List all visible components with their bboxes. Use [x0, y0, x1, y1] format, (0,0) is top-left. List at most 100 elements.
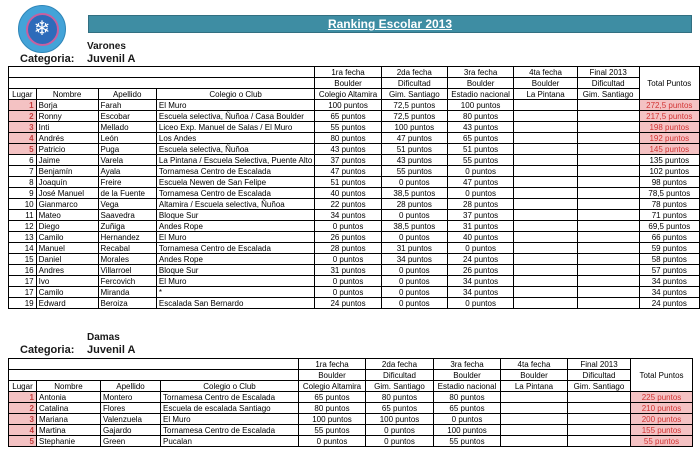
points-cell: 100 puntos	[380, 121, 448, 133]
points-cell: 37 puntos	[314, 154, 382, 166]
lugar-cell: 1	[8, 99, 37, 111]
column-header-nombre: Nombre	[36, 380, 101, 392]
points-cell: 55 puntos	[433, 435, 501, 447]
discipline-header: Boulder	[446, 77, 515, 89]
club-cell: Liceo Exp. Manuel de Salas / El Muro	[155, 121, 316, 133]
lugar-cell: 14	[8, 242, 37, 254]
points-cell: 43 puntos	[314, 143, 382, 155]
lugar-cell: 4	[8, 424, 37, 436]
club-cell: Tornamesa Centro de Escalada	[155, 242, 316, 254]
lugar-cell: 1	[8, 391, 37, 403]
points-cell: 26 puntos	[446, 264, 515, 276]
header-spacer	[8, 358, 299, 370]
points-cell	[513, 209, 578, 221]
points-cell	[576, 176, 640, 188]
total-cell: 34 puntos	[638, 275, 700, 287]
venue-header: La Pintana	[513, 88, 578, 100]
column-header-apellido: Apellido	[100, 380, 161, 392]
points-cell	[567, 413, 631, 425]
discipline-header: Dificultad	[567, 369, 631, 381]
table-row: 6 Jaime Varela La Pintana / Escuela Selecti…	[8, 154, 700, 166]
apellido-cell: Gajardo	[100, 424, 161, 436]
points-cell: 0 puntos	[314, 253, 382, 265]
venue-header: Gim. Santiago	[365, 380, 434, 392]
points-cell: 43 puntos	[446, 121, 515, 133]
discipline-header: Boulder	[433, 369, 501, 381]
nombre-cell: Jaime	[35, 154, 99, 166]
venue-header: Gim. Santiago	[380, 88, 448, 100]
points-cell: 0 puntos	[380, 209, 448, 221]
apellido-cell: Hernandez	[97, 231, 157, 243]
points-cell: 65 puntos	[446, 132, 515, 144]
points-cell: 31 puntos	[446, 220, 515, 232]
points-cell	[576, 286, 640, 298]
club-cell: Bloque Sur	[155, 264, 316, 276]
club-cell: El Muro	[155, 275, 316, 287]
points-cell: 0 puntos	[380, 297, 448, 309]
points-cell: 100 puntos	[433, 424, 501, 436]
venue-header-row: Lugar Nombre Apellido Colegio o Club Col…	[8, 380, 693, 392]
table-row: 1 Borja Farah El Muro 100 puntos 72,5 puntos 1…	[8, 99, 700, 111]
total-cell: 69,5 puntos	[638, 220, 700, 232]
points-cell	[513, 242, 578, 254]
points-cell: 22 puntos	[314, 198, 382, 210]
points-cell: 80 puntos	[365, 391, 434, 403]
header-spacer	[7, 77, 316, 89]
points-cell	[567, 391, 631, 403]
points-cell: 0 puntos	[380, 286, 448, 298]
snowflake-icon: ❄	[33, 18, 51, 40]
total-cell: 272,5 puntos	[638, 99, 700, 111]
fecha-header-row: 1ra fecha 2da fecha 3ra fecha 4ta fecha …	[7, 66, 700, 100]
points-cell	[576, 143, 640, 155]
points-cell	[576, 231, 640, 243]
apellido-cell: Varela	[97, 154, 157, 166]
apellido-cell: Mellado	[97, 121, 157, 133]
venue-header: Gim. Santiago	[576, 88, 640, 100]
lugar-cell: 12	[8, 220, 37, 232]
table-row: 17 Camilo Miranda * 0 puntos 0 puntos 34 punto…	[8, 286, 700, 298]
venue-header: Colegio Altamira	[314, 88, 382, 100]
points-cell: 72,5 puntos	[380, 99, 448, 111]
points-cell: 0 puntos	[314, 220, 382, 232]
lugar-cell: 3	[8, 413, 37, 425]
table-row: 15 Daniel Morales Andes Rope 0 puntos 34 punt…	[8, 253, 700, 265]
total-puntos-header: Total Puntos	[630, 358, 693, 392]
points-cell: 65 puntos	[365, 402, 434, 414]
discipline-header: Boulder	[500, 369, 568, 381]
nombre-cell: Camilo	[35, 286, 99, 298]
points-cell: 100 puntos	[365, 413, 434, 425]
nombre-cell: Andrés	[35, 132, 99, 144]
total-cell: 192 puntos	[638, 132, 700, 144]
fecha-header: 1ra fecha	[298, 358, 366, 370]
total-cell: 71 puntos	[638, 209, 700, 221]
club-cell: Escuela selectiva, Ñuñoa / Casa Boulder	[155, 110, 316, 122]
points-cell	[513, 165, 578, 177]
apellido-cell: Morales	[97, 253, 157, 265]
total-cell: 98 puntos	[638, 176, 700, 188]
club-cell: Escuela Newen de San Felipe	[155, 176, 316, 188]
club-cell: Andes Rope	[155, 253, 316, 265]
points-cell: 65 puntos	[433, 402, 501, 414]
total-cell: 78 puntos	[638, 198, 700, 210]
lugar-cell: 5	[8, 143, 37, 155]
nombre-cell: Gianmarco	[35, 198, 99, 210]
table-row: 11 Mateo Saavedra Bloque Sur 34 puntos 0 punt…	[8, 209, 700, 221]
points-cell: 0 puntos	[380, 231, 448, 243]
category-value: Juvenil A	[87, 344, 136, 356]
club-cell: Escalada San Bernardo	[155, 297, 316, 309]
points-cell	[567, 435, 631, 447]
apellido-cell: Fercovich	[97, 275, 157, 287]
points-cell: 80 puntos	[446, 110, 515, 122]
table-row: 17 Ivo Fercovich El Muro 0 puntos 0 puntos 34 …	[8, 275, 700, 287]
points-cell: 55 puntos	[314, 121, 382, 133]
points-cell: 31 puntos	[380, 242, 448, 254]
apellido-cell: Puga	[97, 143, 157, 155]
points-cell: 65 puntos	[314, 110, 382, 122]
club-cell: Altamira / Escuela selectiva, Ñuñoa	[155, 198, 316, 210]
points-cell: 0 puntos	[446, 242, 515, 254]
table-row: 3 Mariana Valenzuela El Muro 100 puntos 100 p…	[8, 413, 693, 425]
column-header-apellido: Apellido	[97, 88, 157, 100]
apellido-cell: Farah	[97, 99, 157, 111]
apellido-cell: Freire	[97, 176, 157, 188]
fecha-header: 1ra fecha	[314, 66, 382, 78]
